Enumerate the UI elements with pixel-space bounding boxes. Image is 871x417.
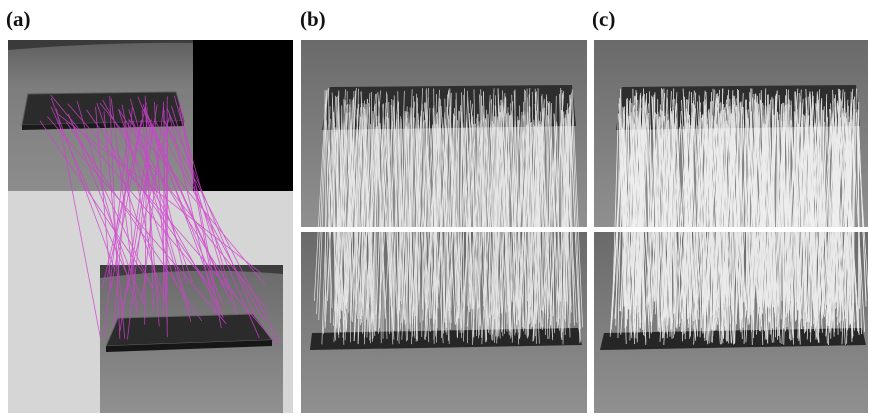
panel-label: (b) <box>300 7 326 31</box>
panel-label: (c) <box>592 7 615 31</box>
panel-a <box>8 40 293 413</box>
black-region <box>193 40 293 191</box>
figure: (a) (b) (c) <box>0 0 871 417</box>
match-line <box>823 110 824 318</box>
panel-label: (a) <box>6 7 31 31</box>
panel-b <box>301 40 587 413</box>
panel-c <box>594 40 869 413</box>
